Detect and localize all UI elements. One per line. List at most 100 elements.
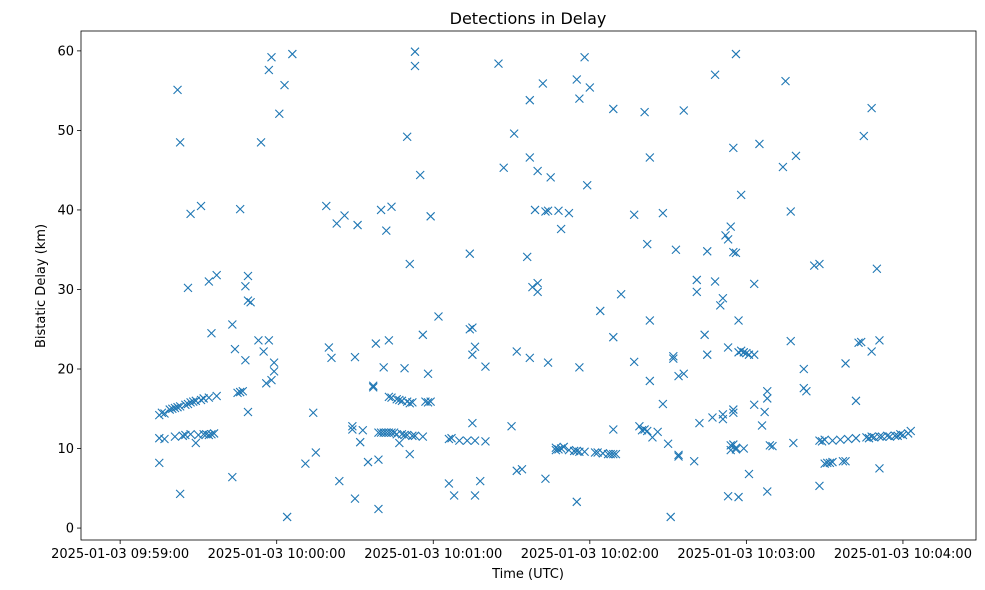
data-point xyxy=(494,59,503,68)
data-point xyxy=(470,491,480,500)
data-point xyxy=(768,441,777,451)
data-point xyxy=(418,330,428,340)
data-point xyxy=(762,394,772,403)
data-point xyxy=(723,234,733,244)
data-point xyxy=(405,398,415,408)
data-point xyxy=(721,231,730,240)
data-point xyxy=(509,129,519,138)
data-point xyxy=(418,432,428,441)
data-point xyxy=(718,293,728,303)
data-point xyxy=(608,332,618,342)
data-point xyxy=(235,387,245,397)
data-point xyxy=(533,278,543,288)
data-point xyxy=(611,449,621,459)
data-point xyxy=(554,444,563,454)
data-point xyxy=(851,433,861,443)
data-point xyxy=(692,287,702,297)
data-point xyxy=(384,335,394,345)
data-point xyxy=(340,211,349,220)
data-point xyxy=(475,476,485,486)
data-point xyxy=(574,94,584,103)
data-point xyxy=(355,437,365,447)
data-point xyxy=(585,83,595,92)
data-point xyxy=(762,386,772,396)
data-point xyxy=(175,137,185,147)
data-point xyxy=(332,219,342,228)
data-point xyxy=(728,408,738,418)
data-point xyxy=(449,491,459,500)
data-point xyxy=(788,438,798,448)
data-point xyxy=(465,324,475,334)
data-point xyxy=(835,435,845,445)
data-point xyxy=(554,206,563,216)
data-point xyxy=(353,220,362,230)
data-point xyxy=(227,320,237,329)
data-point xyxy=(470,342,480,352)
x-axis: 2025-01-03 09:59:00 2025-01-03 10:00:00 20… xyxy=(51,540,972,562)
data-point xyxy=(590,448,600,457)
data-point xyxy=(541,474,550,484)
data-point xyxy=(243,271,253,281)
data-point xyxy=(423,369,433,379)
data-point xyxy=(608,449,618,459)
data-point xyxy=(387,393,396,403)
data-point xyxy=(423,398,433,407)
data-point xyxy=(400,363,409,373)
data-point xyxy=(462,436,472,445)
data-point xyxy=(261,378,271,388)
data-point xyxy=(744,469,754,479)
data-point xyxy=(170,403,180,413)
data-point xyxy=(723,343,733,352)
data-point xyxy=(188,397,198,407)
data-point xyxy=(608,104,618,114)
data-point xyxy=(434,312,443,321)
data-point xyxy=(817,436,827,446)
data-point xyxy=(196,395,206,405)
data-point xyxy=(559,442,569,452)
data-point xyxy=(525,95,535,105)
y-axis-label: Bistatic Delay (km) xyxy=(34,224,49,348)
data-point xyxy=(447,433,456,443)
data-point xyxy=(468,418,477,428)
data-point xyxy=(530,205,540,215)
data-point xyxy=(274,109,284,119)
y-tick-label: 10 xyxy=(57,442,74,457)
data-point xyxy=(426,211,436,221)
data-points xyxy=(154,47,916,522)
data-point xyxy=(781,76,790,86)
data-point xyxy=(791,151,801,161)
data-point xyxy=(739,444,749,453)
data-point xyxy=(167,404,177,414)
data-point xyxy=(689,456,699,466)
data-point xyxy=(301,459,310,469)
data-point xyxy=(175,489,185,499)
data-point xyxy=(207,429,216,439)
x-tick-label: 2025-01-03 10:04:00 xyxy=(834,547,972,562)
data-point xyxy=(230,344,240,354)
data-point xyxy=(580,447,589,457)
data-point xyxy=(358,425,368,435)
data-point xyxy=(227,472,237,482)
data-point xyxy=(739,347,749,357)
data-point xyxy=(465,249,475,259)
plot-frame xyxy=(80,30,977,541)
data-point xyxy=(642,239,652,249)
data-point xyxy=(809,261,819,271)
data-point xyxy=(264,65,274,75)
x-axis-label: Time (UTC) xyxy=(491,567,564,582)
data-point xyxy=(394,438,404,448)
data-point xyxy=(723,491,733,501)
data-point xyxy=(718,409,728,419)
data-point xyxy=(499,163,509,173)
data-point xyxy=(347,421,357,431)
data-point xyxy=(402,132,412,142)
data-point xyxy=(374,455,383,465)
data-point xyxy=(867,347,877,356)
data-point xyxy=(741,348,751,358)
data-point xyxy=(734,316,743,325)
data-point xyxy=(405,449,415,459)
y-tick-label: 40 xyxy=(57,203,74,218)
data-point xyxy=(522,252,532,262)
data-point xyxy=(243,296,253,305)
